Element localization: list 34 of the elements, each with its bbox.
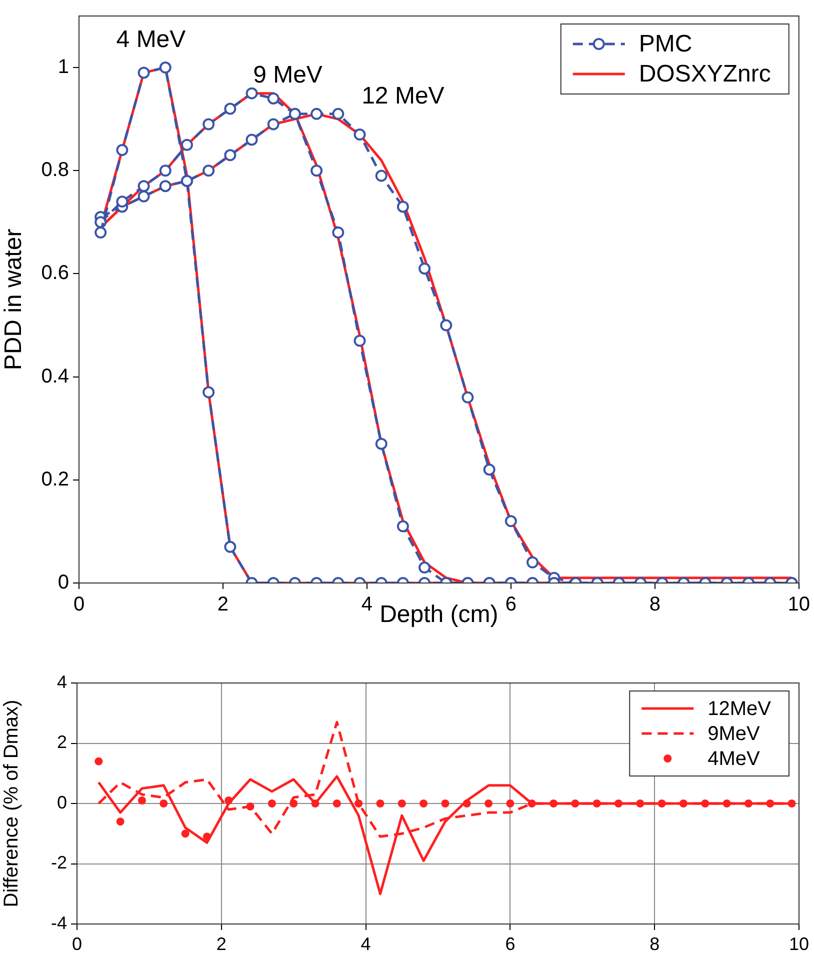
- y-tick-label: 0.8: [41, 159, 69, 182]
- x-tick-label: 8: [649, 594, 660, 616]
- annotation: 12 MeV: [362, 82, 444, 110]
- y-tick-label: 2: [56, 732, 67, 752]
- x-tick-label: 8: [650, 934, 660, 953]
- y-tick-label: 1: [58, 56, 69, 78]
- y-tick-label: 4: [56, 672, 67, 692]
- y-axis-title: PDD in water: [0, 228, 28, 370]
- x-axis-title: Depth (cm): [380, 601, 498, 628]
- annotation: 4 MeV: [116, 26, 186, 53]
- x-tick-label: 0: [72, 934, 82, 953]
- legend-label: 12MeV: [708, 698, 772, 720]
- x-tick-label: 0: [73, 594, 85, 616]
- x-tick-label: 4: [360, 934, 371, 953]
- x-tick-label: 6: [505, 934, 516, 953]
- y-tick-label: 0.4: [41, 365, 69, 388]
- x-tick-label: 10: [788, 594, 810, 616]
- y-tick-label: -2: [50, 852, 67, 873]
- legend-label: 9MeV: [708, 723, 761, 746]
- legend-label: DOSXYZnrc: [638, 60, 771, 88]
- y-tick-label: 0: [56, 792, 67, 812]
- y-tick-label: 0.6: [41, 262, 69, 284]
- y-tick-label: 0.2: [41, 468, 69, 490]
- x-tick-label: 2: [216, 934, 226, 953]
- annotation: 9 MeV: [253, 62, 322, 89]
- y-axis-title: Difference (% of Dmax): [0, 700, 23, 908]
- x-tick-label: 2: [217, 594, 229, 616]
- legend-label: PMC: [638, 30, 692, 58]
- x-tick-label: 4: [361, 594, 373, 616]
- y-tick-label: -4: [50, 912, 67, 933]
- x-tick-label: 6: [505, 594, 516, 616]
- x-tick-label: 10: [788, 934, 810, 953]
- y-tick-label: 0: [58, 572, 69, 594]
- legend-label: 4MeV: [708, 748, 761, 770]
